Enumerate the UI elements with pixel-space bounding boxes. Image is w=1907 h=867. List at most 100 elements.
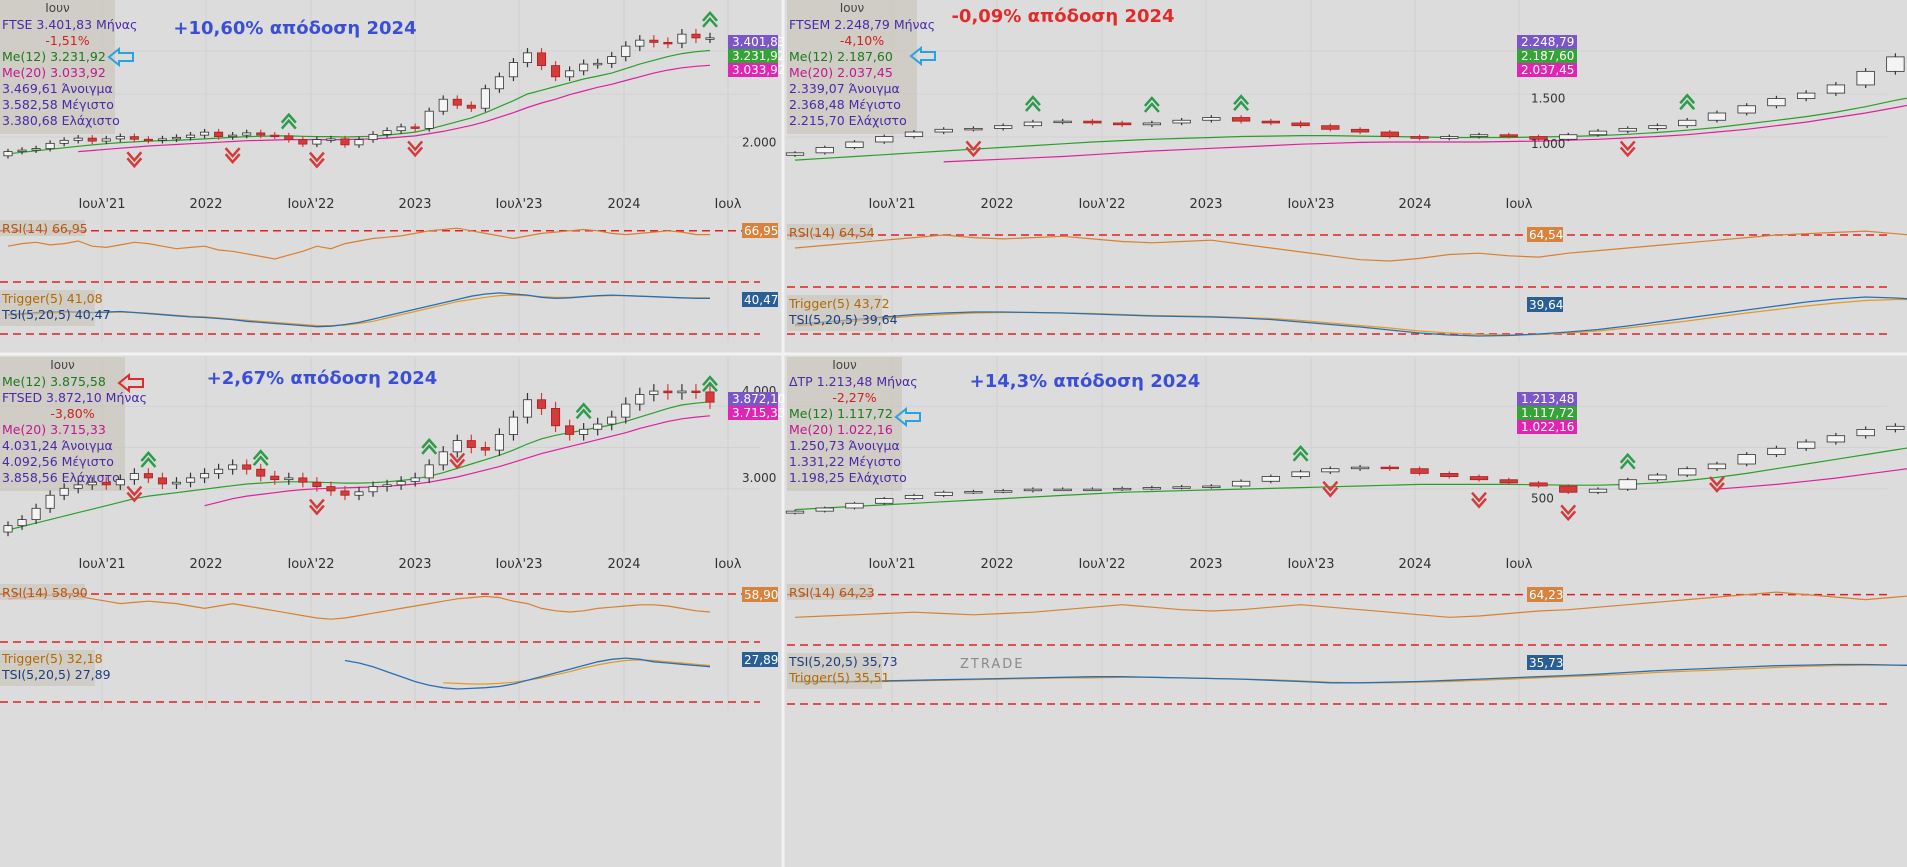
x-axis-label: 2022 [189, 197, 222, 212]
candle [312, 139, 322, 145]
candle [1083, 488, 1102, 492]
candle [1559, 485, 1578, 493]
price-tag [728, 49, 778, 63]
x-axis-label: Ιουλ'23 [1287, 557, 1334, 572]
x-axis-label: Ιουλ [714, 557, 741, 572]
candle [875, 136, 894, 143]
candle [1350, 128, 1370, 133]
tsi-label-box [787, 653, 882, 689]
rsi-tag [742, 587, 778, 602]
candle [73, 484, 83, 489]
candle [785, 152, 805, 156]
candle [424, 110, 434, 129]
ma12-line [7, 401, 711, 531]
candle [536, 52, 547, 66]
candle [270, 475, 280, 481]
info-box [787, 0, 917, 134]
candle [649, 390, 659, 395]
candle [45, 142, 55, 149]
candle [1886, 425, 1905, 430]
price-tag [1517, 35, 1577, 49]
info-line: Me(12) 1.117,72 [789, 406, 893, 421]
candle [115, 479, 125, 486]
x-axis-label: Ιουλ'21 [78, 197, 125, 212]
candle [480, 88, 490, 109]
candle [934, 491, 953, 496]
signal-down-icon [1619, 140, 1636, 158]
rsi-tag-text: 58,90 [744, 588, 778, 602]
x-axis-label: 2024 [607, 557, 640, 572]
candle [270, 134, 280, 138]
candle [1202, 485, 1221, 488]
info-line: Me(20) 3.715,33 [2, 422, 106, 437]
signal-down-icon [308, 151, 325, 169]
performance-text: -0,09% απόδοση 2024 [951, 6, 1174, 27]
signal-up-icon [1024, 95, 1041, 112]
price-tag [728, 392, 778, 406]
price-tag-text: 3.401,83 [732, 35, 785, 49]
tsi-label-box [787, 295, 882, 331]
candle [171, 136, 182, 140]
candle [663, 390, 673, 394]
x-axis-label: 2024 [607, 197, 640, 212]
candle [1529, 136, 1548, 140]
price-tag [728, 63, 778, 77]
candle [228, 134, 238, 138]
candle [663, 42, 673, 45]
tsi-line [795, 663, 1907, 684]
signal-up-icon [575, 402, 592, 420]
candle [31, 148, 41, 151]
signal-down-icon [1560, 504, 1577, 522]
candle [73, 137, 83, 141]
candle [1172, 119, 1191, 124]
info-line: -3,80% [50, 406, 94, 421]
candle [3, 151, 13, 157]
rsi-tag-text: 66,95 [744, 224, 778, 238]
info-line: 3.380,68 Ελάχιστο [2, 113, 120, 128]
candle [368, 486, 378, 493]
candle [326, 486, 336, 492]
candle [1826, 84, 1846, 94]
rsi-line [794, 230, 1907, 262]
candle [845, 502, 864, 509]
trigger-label: Trigger(5) 32,18 [1, 651, 103, 666]
ma20-line [1716, 468, 1907, 490]
signal-up-icon [1619, 452, 1636, 470]
candle [3, 525, 13, 533]
candle [354, 491, 364, 496]
candle [1499, 134, 1518, 137]
candle [480, 447, 490, 451]
signal-up-icon [702, 375, 718, 392]
candle [312, 481, 322, 487]
candle [242, 464, 252, 470]
price-tag [1517, 406, 1577, 420]
rsi-line [7, 593, 711, 620]
rsi-tag [1527, 587, 1563, 602]
candle [1707, 463, 1727, 470]
candle [1321, 468, 1340, 473]
x-axis-label: Ιουλ'22 [287, 197, 334, 212]
info-line: 1.331,22 Μέγιστο [789, 454, 901, 469]
candle [621, 403, 631, 418]
signal-down-icon [449, 452, 466, 470]
candle [1142, 122, 1162, 126]
candle [129, 136, 139, 140]
signal-down-icon [407, 140, 424, 158]
candle [579, 63, 589, 72]
chart-panel-1: Ιουλ'21 2022 Ιουλ'22 2023 Ιουλ'23 2024 Ιουλ Ιου… [0, 0, 785, 342]
info-line: 3.469,61 Άνοιγμα [2, 81, 113, 96]
candle [1767, 447, 1786, 455]
rsi-label: RSI(14) 64,23 [789, 585, 875, 600]
signal-up-icon [1233, 94, 1250, 111]
candle [382, 484, 392, 487]
info-line: Me(12) 2.187,60 [789, 49, 893, 64]
tsi-tag-text: 35,73 [1529, 656, 1563, 670]
candle [1440, 473, 1459, 477]
y-tick-label: 2.000 [742, 136, 776, 150]
trigger-label: Trigger(5) 43,72 [788, 296, 890, 311]
candle [59, 487, 69, 496]
period-label: Ιουν [45, 1, 70, 15]
info-line: Me(20) 2.037,45 [789, 65, 893, 80]
candle [438, 451, 448, 466]
